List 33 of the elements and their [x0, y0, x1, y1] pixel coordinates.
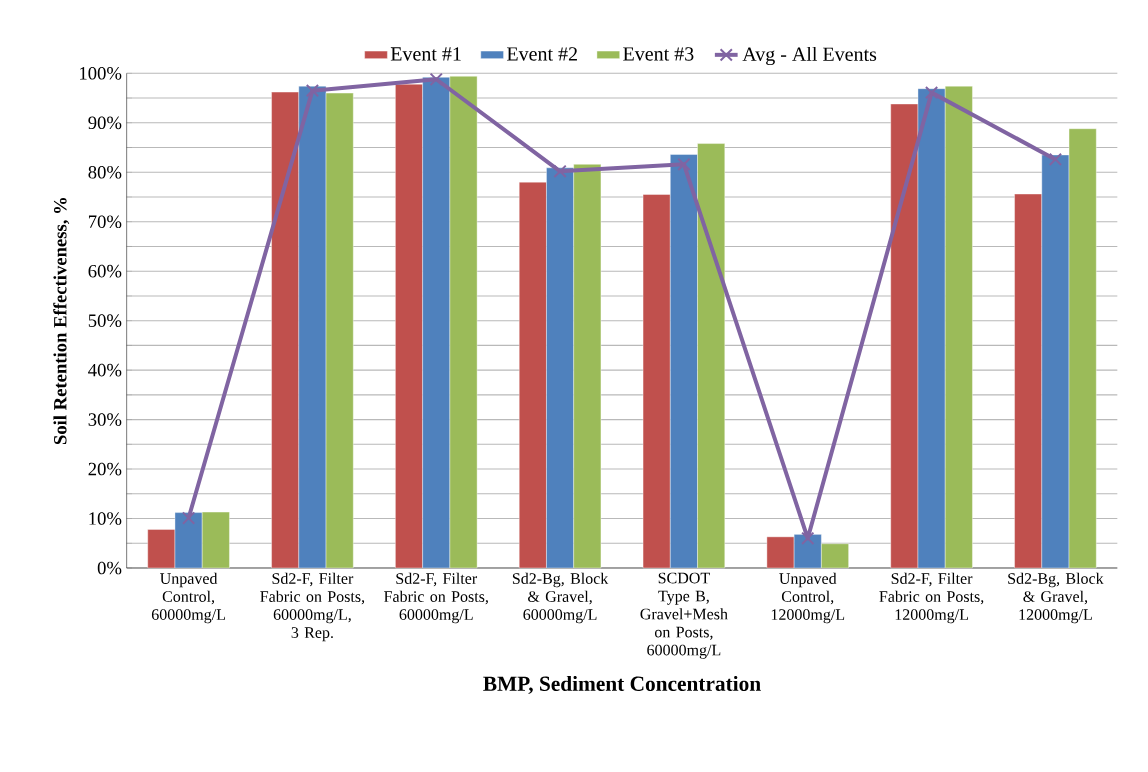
legend-label: Event #3	[623, 47, 694, 61]
y-tick-label: 0%	[97, 561, 122, 575]
y-axis-title: Soil Retention Effectiveness, %	[53, 197, 70, 445]
x-tick-label: Unpaved Control, 12000mg/L	[771, 572, 845, 624]
y-tick-label: 10%	[89, 512, 122, 525]
legend-label: Avg - All Events	[742, 46, 877, 66]
y-tick-label: 70%	[88, 215, 122, 229]
x-tick-label: Sd2-F, Filter Fabric on Posts, 60000mg/L	[384, 572, 488, 624]
legend-label: Event #2	[506, 47, 577, 61]
y-tick-label: 20%	[88, 462, 122, 476]
y-tick-label: 100%	[80, 66, 122, 80]
x-axis-title: BMP, Sediment Concentration	[483, 675, 761, 695]
x-tick-label: Unpaved Control, 60000mg/L	[151, 572, 225, 624]
x-tick-label: Sd2-F, Filter Fabric on Posts, 60000mg/L, 3 Rep.	[260, 572, 365, 642]
y-tick-label: 60%	[88, 264, 122, 278]
point	[429, 72, 443, 86]
y-tick-label: 80%	[88, 165, 122, 179]
x-tick-label: Sd2-Bg, Block & Gravel, 12000mg/L	[1008, 572, 1104, 624]
point	[801, 531, 815, 545]
y-tick-label: 50%	[88, 314, 122, 327]
y-tick-label: 30%	[88, 413, 122, 426]
point	[677, 157, 691, 171]
y-tick-label: 90%	[88, 116, 122, 130]
point	[924, 85, 939, 100]
y-tick-label: 40%	[88, 363, 122, 377]
point	[553, 164, 567, 178]
point	[1048, 152, 1063, 167]
x-tick-label: Sd2-Bg, Block & Gravel, 60000mg/L	[512, 572, 609, 624]
point	[305, 83, 320, 98]
legend-label: Event #1	[390, 47, 461, 61]
point	[181, 511, 196, 525]
x-tick-label: Sd2-F, Filter Fabric on Posts, 12000mg/L	[879, 572, 984, 624]
x-tick-label: SCDOT Type B, Gravel+Mesh on Posts, 60000mg/L	[640, 572, 728, 659]
